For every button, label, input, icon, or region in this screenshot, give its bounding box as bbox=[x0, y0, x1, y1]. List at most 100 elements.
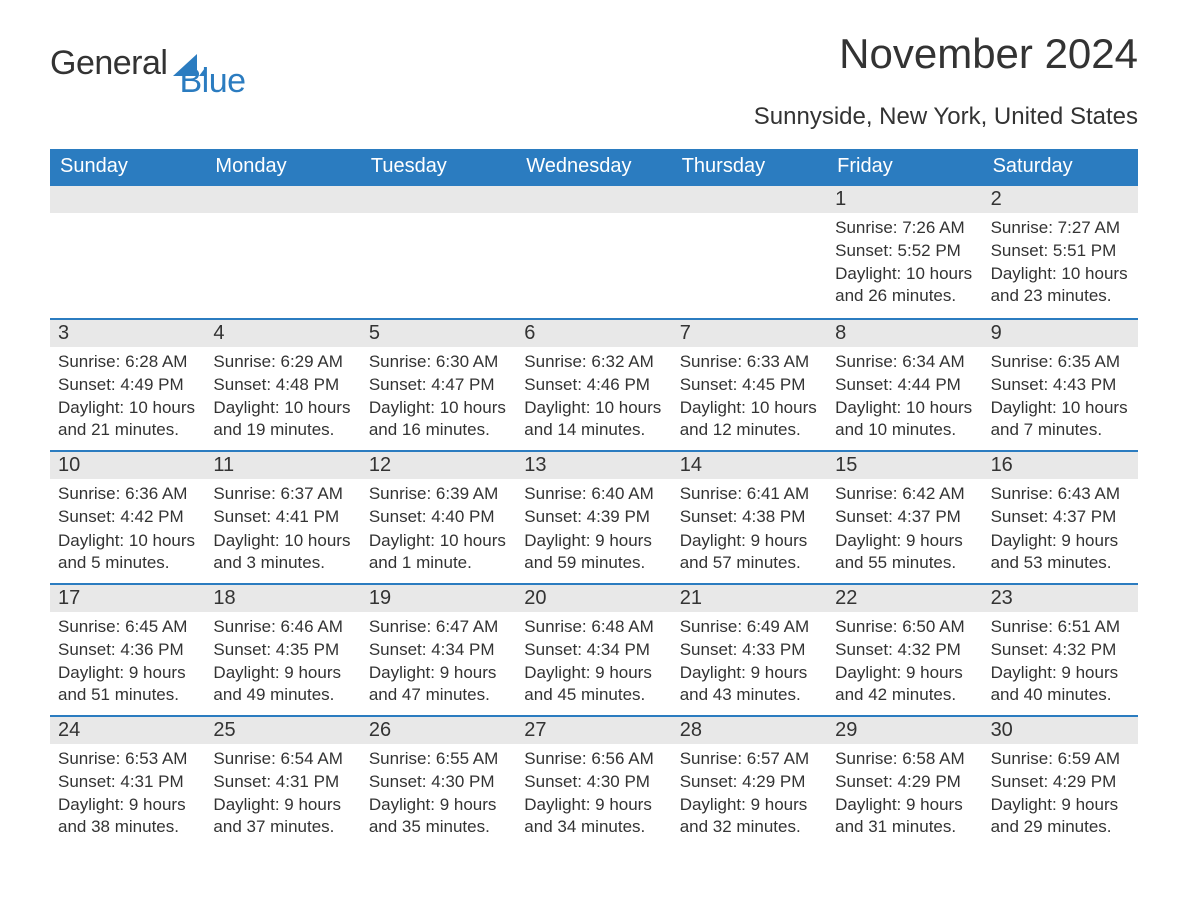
sunrise-text: Sunrise: 6:40 AM bbox=[524, 483, 663, 505]
sunrise-text: Sunrise: 6:37 AM bbox=[213, 483, 352, 505]
daylight-text: Daylight: 9 hours and 59 minutes. bbox=[524, 530, 663, 574]
daylight-text: Daylight: 10 hours and 1 minute. bbox=[369, 530, 508, 574]
calendar-day: 28Sunrise: 6:57 AMSunset: 4:29 PMDayligh… bbox=[672, 717, 827, 847]
sunset-text: Sunset: 4:45 PM bbox=[680, 374, 819, 396]
sunrise-text: Sunrise: 6:54 AM bbox=[213, 748, 352, 770]
calendar-day: 4Sunrise: 6:29 AMSunset: 4:48 PMDaylight… bbox=[205, 320, 360, 450]
sunrise-text: Sunrise: 6:59 AM bbox=[991, 748, 1130, 770]
sunrise-text: Sunrise: 6:48 AM bbox=[524, 616, 663, 638]
daylight-text: Daylight: 9 hours and 45 minutes. bbox=[524, 662, 663, 706]
calendar-day: 22Sunrise: 6:50 AMSunset: 4:32 PMDayligh… bbox=[827, 585, 982, 715]
sunset-text: Sunset: 5:52 PM bbox=[835, 240, 974, 262]
sunset-text: Sunset: 4:34 PM bbox=[524, 639, 663, 661]
calendar-day bbox=[50, 186, 205, 318]
sunset-text: Sunset: 4:49 PM bbox=[58, 374, 197, 396]
day-details: Sunrise: 6:48 AMSunset: 4:34 PMDaylight:… bbox=[516, 612, 671, 715]
day-details: Sunrise: 6:57 AMSunset: 4:29 PMDaylight:… bbox=[672, 744, 827, 847]
daylight-text: Daylight: 9 hours and 47 minutes. bbox=[369, 662, 508, 706]
sunset-text: Sunset: 4:38 PM bbox=[680, 506, 819, 528]
day-details: Sunrise: 6:28 AMSunset: 4:49 PMDaylight:… bbox=[50, 347, 205, 450]
weekday-header-row: Sunday Monday Tuesday Wednesday Thursday… bbox=[50, 149, 1138, 186]
day-number: 12 bbox=[361, 452, 516, 479]
daylight-text: Daylight: 10 hours and 21 minutes. bbox=[58, 397, 197, 441]
sunrise-text: Sunrise: 6:41 AM bbox=[680, 483, 819, 505]
day-number: 29 bbox=[827, 717, 982, 744]
day-number: 22 bbox=[827, 585, 982, 612]
sunset-text: Sunset: 4:29 PM bbox=[680, 771, 819, 793]
sunset-text: Sunset: 4:31 PM bbox=[58, 771, 197, 793]
day-details: Sunrise: 6:33 AMSunset: 4:45 PMDaylight:… bbox=[672, 347, 827, 450]
sunrise-text: Sunrise: 6:43 AM bbox=[991, 483, 1130, 505]
daylight-text: Daylight: 9 hours and 42 minutes. bbox=[835, 662, 974, 706]
sunrise-text: Sunrise: 6:55 AM bbox=[369, 748, 508, 770]
sunset-text: Sunset: 4:44 PM bbox=[835, 374, 974, 396]
sunset-text: Sunset: 4:43 PM bbox=[991, 374, 1130, 396]
day-details: Sunrise: 6:30 AMSunset: 4:47 PMDaylight:… bbox=[361, 347, 516, 450]
logo-text2: Blue bbox=[179, 62, 245, 101]
daylight-text: Daylight: 9 hours and 38 minutes. bbox=[58, 794, 197, 838]
sunrise-text: Sunrise: 6:50 AM bbox=[835, 616, 974, 638]
day-details: Sunrise: 6:39 AMSunset: 4:40 PMDaylight:… bbox=[361, 479, 516, 582]
day-number: 9 bbox=[983, 320, 1138, 347]
day-details: Sunrise: 6:29 AMSunset: 4:48 PMDaylight:… bbox=[205, 347, 360, 450]
header: General Blue November 2024 bbox=[50, 30, 1138, 97]
day-number: 20 bbox=[516, 585, 671, 612]
daylight-text: Daylight: 9 hours and 49 minutes. bbox=[213, 662, 352, 706]
day-number: 27 bbox=[516, 717, 671, 744]
daylight-text: Daylight: 9 hours and 51 minutes. bbox=[58, 662, 197, 706]
daylight-text: Daylight: 10 hours and 26 minutes. bbox=[835, 263, 974, 307]
day-details: Sunrise: 6:37 AMSunset: 4:41 PMDaylight:… bbox=[205, 479, 360, 582]
day-number: 23 bbox=[983, 585, 1138, 612]
day-details: Sunrise: 6:53 AMSunset: 4:31 PMDaylight:… bbox=[50, 744, 205, 847]
sunrise-text: Sunrise: 6:58 AM bbox=[835, 748, 974, 770]
weekday-header: Thursday bbox=[672, 149, 827, 186]
day-number: 3 bbox=[50, 320, 205, 347]
day-number: 2 bbox=[983, 186, 1138, 213]
sunset-text: Sunset: 4:30 PM bbox=[369, 771, 508, 793]
calendar-day: 23Sunrise: 6:51 AMSunset: 4:32 PMDayligh… bbox=[983, 585, 1138, 715]
day-number: 10 bbox=[50, 452, 205, 479]
daylight-text: Daylight: 10 hours and 12 minutes. bbox=[680, 397, 819, 441]
daylight-text: Daylight: 10 hours and 3 minutes. bbox=[213, 530, 352, 574]
sunrise-text: Sunrise: 6:46 AM bbox=[213, 616, 352, 638]
day-number: 17 bbox=[50, 585, 205, 612]
day-number: 18 bbox=[205, 585, 360, 612]
sunset-text: Sunset: 4:36 PM bbox=[58, 639, 197, 661]
calendar-day bbox=[516, 186, 671, 318]
calendar-week: 3Sunrise: 6:28 AMSunset: 4:49 PMDaylight… bbox=[50, 318, 1138, 450]
calendar-week: 17Sunrise: 6:45 AMSunset: 4:36 PMDayligh… bbox=[50, 583, 1138, 715]
daylight-text: Daylight: 9 hours and 57 minutes. bbox=[680, 530, 819, 574]
sunrise-text: Sunrise: 6:57 AM bbox=[680, 748, 819, 770]
daylight-text: Daylight: 9 hours and 29 minutes. bbox=[991, 794, 1130, 838]
calendar: Sunday Monday Tuesday Wednesday Thursday… bbox=[50, 149, 1138, 848]
sunset-text: Sunset: 4:42 PM bbox=[58, 506, 197, 528]
sunset-text: Sunset: 5:51 PM bbox=[991, 240, 1130, 262]
daylight-text: Daylight: 9 hours and 43 minutes. bbox=[680, 662, 819, 706]
day-number: 1 bbox=[827, 186, 982, 213]
calendar-day: 15Sunrise: 6:42 AMSunset: 4:37 PMDayligh… bbox=[827, 452, 982, 582]
day-number: 30 bbox=[983, 717, 1138, 744]
calendar-day: 18Sunrise: 6:46 AMSunset: 4:35 PMDayligh… bbox=[205, 585, 360, 715]
day-details: Sunrise: 6:46 AMSunset: 4:35 PMDaylight:… bbox=[205, 612, 360, 715]
calendar-day: 11Sunrise: 6:37 AMSunset: 4:41 PMDayligh… bbox=[205, 452, 360, 582]
day-details: Sunrise: 6:42 AMSunset: 4:37 PMDaylight:… bbox=[827, 479, 982, 582]
daylight-text: Daylight: 10 hours and 14 minutes. bbox=[524, 397, 663, 441]
day-number: 8 bbox=[827, 320, 982, 347]
day-number: 5 bbox=[361, 320, 516, 347]
daylight-text: Daylight: 10 hours and 7 minutes. bbox=[991, 397, 1130, 441]
day-details: Sunrise: 7:26 AMSunset: 5:52 PMDaylight:… bbox=[827, 213, 982, 316]
sunset-text: Sunset: 4:30 PM bbox=[524, 771, 663, 793]
sunset-text: Sunset: 4:46 PM bbox=[524, 374, 663, 396]
day-number: 15 bbox=[827, 452, 982, 479]
daylight-text: Daylight: 9 hours and 37 minutes. bbox=[213, 794, 352, 838]
sunrise-text: Sunrise: 6:30 AM bbox=[369, 351, 508, 373]
calendar-day: 8Sunrise: 6:34 AMSunset: 4:44 PMDaylight… bbox=[827, 320, 982, 450]
daylight-text: Daylight: 10 hours and 23 minutes. bbox=[991, 263, 1130, 307]
sunset-text: Sunset: 4:32 PM bbox=[991, 639, 1130, 661]
calendar-day: 13Sunrise: 6:40 AMSunset: 4:39 PMDayligh… bbox=[516, 452, 671, 582]
sunrise-text: Sunrise: 6:34 AM bbox=[835, 351, 974, 373]
sunrise-text: Sunrise: 7:26 AM bbox=[835, 217, 974, 239]
sunset-text: Sunset: 4:47 PM bbox=[369, 374, 508, 396]
day-details: Sunrise: 6:45 AMSunset: 4:36 PMDaylight:… bbox=[50, 612, 205, 715]
sunset-text: Sunset: 4:29 PM bbox=[991, 771, 1130, 793]
